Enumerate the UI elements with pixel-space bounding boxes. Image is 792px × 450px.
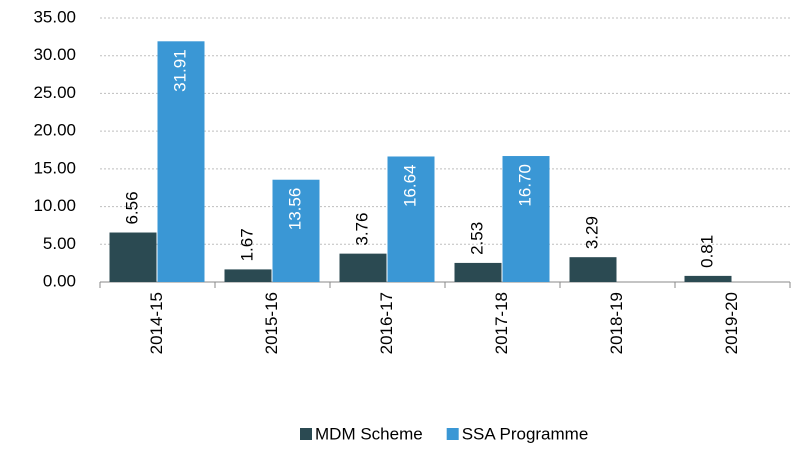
bar: [157, 41, 205, 282]
x-tick-label: 2019-20: [722, 292, 741, 354]
value-label: 3.29: [582, 216, 601, 249]
y-tick-label: 35.00: [33, 7, 76, 26]
bar: [502, 156, 550, 282]
legend-label: SSA Programme: [462, 424, 589, 443]
value-label: 13.56: [285, 188, 304, 231]
legend-swatch: [446, 428, 459, 440]
y-tick-label: 5.00: [43, 234, 76, 253]
y-tick-label: 20.00: [33, 121, 76, 140]
x-tick-label: 2018-19: [607, 292, 626, 354]
bar: [339, 253, 387, 282]
bar: [684, 275, 732, 282]
value-label: 6.56: [122, 191, 141, 224]
y-tick-label: 30.00: [33, 45, 76, 64]
value-label: 16.64: [400, 164, 419, 207]
y-tick-label: 10.00: [33, 196, 76, 215]
x-tick-label: 2015-16: [262, 292, 281, 354]
legend-swatch: [300, 428, 312, 440]
x-tick-label: 2014-15: [147, 292, 166, 354]
bar: [272, 179, 320, 282]
bar: [224, 269, 272, 282]
x-tick-label: 2016-17: [377, 292, 396, 354]
bar: [109, 232, 157, 282]
legend-label: MDM Scheme: [315, 424, 423, 443]
bar: [569, 257, 617, 282]
value-label: 31.91: [170, 49, 189, 92]
value-label: 2.53: [467, 222, 486, 255]
value-label: 1.67: [237, 228, 256, 261]
value-label: 16.70: [515, 164, 534, 207]
value-label: 3.76: [352, 213, 371, 246]
y-tick-label: 25.00: [33, 83, 76, 102]
x-tick-label: 2017-18: [492, 292, 511, 354]
bar: [387, 156, 435, 282]
value-label: 0.81: [697, 235, 716, 268]
bar: [454, 262, 502, 282]
y-tick-label: 15.00: [33, 158, 76, 177]
y-tick-label: 0.00: [43, 271, 76, 290]
